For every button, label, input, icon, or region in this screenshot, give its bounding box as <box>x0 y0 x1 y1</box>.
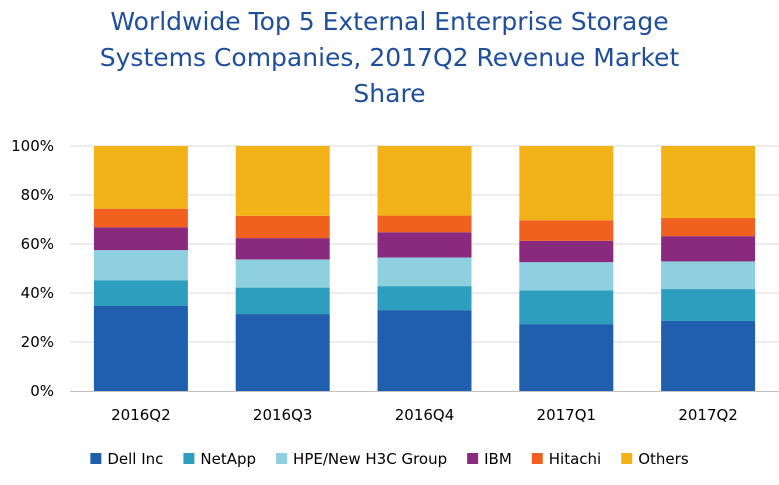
x-tick-label: 2016Q4 <box>395 406 455 424</box>
legend-item: Hitachi <box>531 450 601 468</box>
bar-segment <box>661 320 756 391</box>
x-tick-label: 2017Q2 <box>678 406 738 424</box>
legend-label: Hitachi <box>549 450 601 468</box>
bar-segment <box>377 146 472 216</box>
bar-segment <box>519 324 614 391</box>
bar-segment <box>235 146 330 216</box>
y-tick-label: 0% <box>30 382 54 400</box>
bar-segment <box>235 314 330 391</box>
legend-swatch <box>276 453 288 464</box>
axes: 0% 20% 40% 60% 80% 100% 2016Q2 2016Q3 2016Q4 2017… <box>11 137 779 424</box>
bar-segment <box>377 232 472 258</box>
bar-segment <box>519 146 614 221</box>
bar-segment <box>93 280 188 306</box>
legend-item: Others <box>621 450 689 468</box>
legend-item: HPE/New H3C Group <box>276 450 447 468</box>
legend-swatch <box>467 453 479 464</box>
bar-segment <box>93 146 188 209</box>
bar-segment <box>235 215 330 239</box>
x-tick-label: 2017Q1 <box>537 406 597 424</box>
y-tick-label: 20% <box>21 333 54 351</box>
bar-segment <box>519 290 614 325</box>
legend-swatch <box>531 453 543 464</box>
y-tick-label: 80% <box>21 186 54 204</box>
bar-segment <box>93 305 188 391</box>
legend-swatch <box>183 453 195 464</box>
bar-segment <box>519 220 614 241</box>
bar-segment <box>519 240 614 263</box>
legend: Dell Inc NetApp HPE/New H3C Group IBM Hitach… <box>90 450 689 468</box>
bars <box>93 146 756 391</box>
bar-segment <box>661 289 756 321</box>
y-tick-label: 40% <box>21 284 54 302</box>
bar-segment <box>235 287 330 315</box>
legend-label: NetApp <box>200 450 256 468</box>
bar-segment <box>377 310 472 391</box>
bar-segment <box>93 227 188 251</box>
legend-item: Dell Inc <box>90 450 163 468</box>
legend-label: HPE/New H3C Group <box>293 450 447 468</box>
chart-title: Worldwide Top 5 External Enterprise Stor… <box>0 4 779 112</box>
bar-segment <box>519 262 614 291</box>
chart-title-line-3: Share <box>353 79 426 108</box>
bar-segment <box>235 238 330 260</box>
legend-item: IBM <box>467 450 512 468</box>
legend-label: Others <box>638 450 689 468</box>
bar-segment <box>377 257 472 287</box>
x-tick-label: 2016Q2 <box>111 406 171 424</box>
x-tick-label: 2016Q3 <box>253 406 313 424</box>
legend-label: Dell Inc <box>107 450 163 468</box>
y-tick-label: 60% <box>21 235 54 253</box>
bar-segment <box>377 286 472 311</box>
chart-title-line-2: Systems Companies, 2017Q2 Revenue Market <box>99 43 680 72</box>
legend-item: NetApp <box>183 450 256 468</box>
legend-label: IBM <box>484 450 512 468</box>
bar-segment <box>93 208 188 228</box>
y-tick-label: 100% <box>11 137 54 155</box>
bar-segment <box>661 236 756 262</box>
bar-segment <box>377 215 472 233</box>
legend-swatch <box>90 453 102 464</box>
bar-segment <box>661 218 756 237</box>
bar-segment <box>235 259 330 288</box>
bar-segment <box>661 146 756 219</box>
chart-title-line-1: Worldwide Top 5 External Enterprise Stor… <box>110 7 669 36</box>
bar-segment <box>661 261 756 290</box>
bar-segment <box>93 250 188 281</box>
legend-swatch <box>621 453 633 464</box>
